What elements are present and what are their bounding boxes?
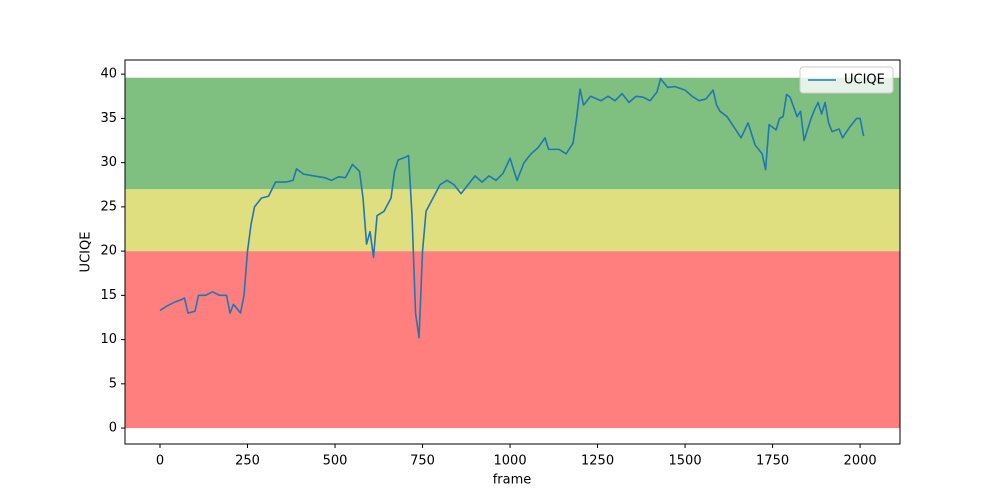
band (125, 251, 900, 429)
x-tick-label: 2000 (844, 454, 877, 469)
x-tick-label: 500 (323, 454, 348, 469)
legend-box (799, 66, 894, 94)
x-tick-label: 250 (235, 454, 260, 469)
y-tick-label: 5 (109, 376, 117, 391)
y-tick-label: 10 (100, 332, 117, 347)
y-tick-label: 30 (100, 155, 117, 170)
x-tick-label: 750 (410, 454, 435, 469)
y-tick-label: 35 (100, 111, 117, 126)
band (125, 77, 900, 190)
y-tick-label: 0 (109, 421, 117, 436)
line (159, 77, 865, 339)
y-axis-label: UCIQE (79, 232, 94, 273)
y-tick-label: 40 (100, 67, 117, 82)
x-tick-label: 1250 (581, 454, 614, 469)
x-axis-label: frame (493, 473, 532, 488)
legend-label: UCIQE (844, 73, 885, 88)
x-tick-label: 1500 (669, 454, 702, 469)
x-tick-label: 0 (156, 454, 164, 469)
y-tick-label: 15 (100, 288, 117, 303)
y-tick-label: 25 (100, 199, 117, 214)
y-tick-label: 20 (100, 244, 117, 259)
x-tick-label: 1000 (494, 454, 527, 469)
x-tick-label: 1750 (756, 454, 789, 469)
axes-frame (124, 59, 901, 445)
band (125, 189, 900, 252)
